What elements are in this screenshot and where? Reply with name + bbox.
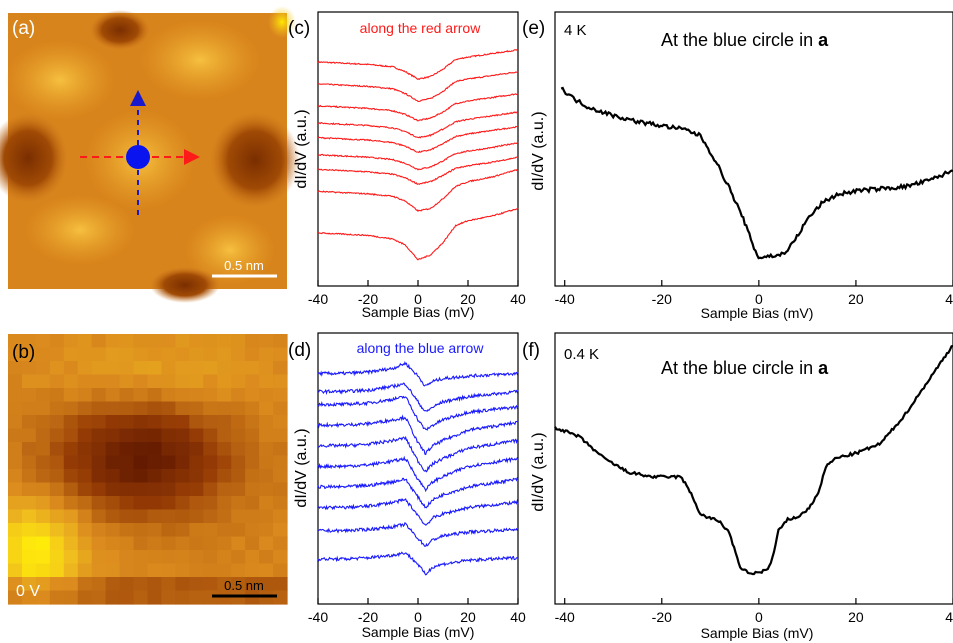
panel-f: (f) 0.4 K At the blue circle in a -40 -20… <box>522 332 953 641</box>
panel-e-temperature: 4 K <box>564 22 587 39</box>
panel-f-x-tick-label: -40 <box>555 609 575 625</box>
panel-c-x-tick-label: 40 <box>510 291 526 307</box>
panel-c-annotation: along the red arrow <box>360 20 482 36</box>
panel-d-series-line <box>317 522 519 548</box>
panel-c-series-line <box>317 71 519 102</box>
panel-c-series-line <box>317 111 519 139</box>
panel-c-series-line <box>317 48 519 81</box>
panel-f-ylabel: dI/dV (a.u.) <box>530 432 547 511</box>
panel-c-x-tick-label: 20 <box>460 291 476 307</box>
panel-e-title: At the blue circle in a <box>661 30 829 50</box>
panel-d-x-tick-label: 40 <box>510 609 526 625</box>
panel-d: (d) along the blue arrow -40 -20 0 20 40 Sam… <box>288 332 526 640</box>
panel-f-x-tick-label: 40 <box>945 609 953 625</box>
panel-e-x-tick-label: -40 <box>555 291 575 307</box>
panel-d-annotation: along the blue arrow <box>357 340 485 356</box>
panel-d-x-tick-label: -40 <box>308 609 328 625</box>
panel-c-ticks: -40 -20 0 20 40 <box>308 280 526 307</box>
panel-e-x-tick-label: 0 <box>755 291 763 307</box>
panel-f-xlabel: Sample Bias (mV) <box>701 625 814 641</box>
panel-b-label: (b) <box>12 342 35 363</box>
panel-d-series-line <box>317 414 519 456</box>
panel-e-x-tick-label: 20 <box>848 291 864 307</box>
panel-b-bias: 0 V <box>16 583 40 600</box>
panel-d-ylabel: dI/dV (a.u.) <box>293 428 310 507</box>
blue-circle <box>126 145 150 169</box>
panel-b-scalebar-label: 0.5 nm <box>224 578 264 593</box>
panel-c-x-tick-label: 0 <box>414 291 422 307</box>
panel-d-series-line <box>317 455 519 493</box>
panel-c-ylabel: dI/dV (a.u.) <box>293 109 310 188</box>
panel-e-xlabel: Sample Bias (mV) <box>701 305 814 321</box>
panel-a-scalebar-label: 0.5 nm <box>224 258 264 273</box>
panel-d-series-line <box>317 382 519 412</box>
panel-c-x-tick-label: -20 <box>358 291 378 307</box>
panel-f-ticks: -40 -20 0 20 40 <box>555 598 953 625</box>
panel-e-series-line <box>560 86 953 260</box>
panel-d-x-tick-label: 20 <box>460 609 476 625</box>
panel-f-frame <box>554 332 953 605</box>
panel-d-series-line <box>317 498 519 526</box>
panel-d-lines <box>317 361 519 576</box>
panel-d-series-line <box>317 476 519 509</box>
panel-f-x-tick-label: 0 <box>755 609 763 625</box>
panel-c-frame <box>317 11 519 287</box>
panel-b-map: (b) 0 V 0.5 nm <box>8 334 288 605</box>
panel-a-label: (a) <box>12 18 35 39</box>
panel-c-label: (c) <box>288 18 310 39</box>
panel-e: (e) 4 K At the blue circle in a -40 -20 0 2… <box>522 11 953 321</box>
panel-d-label: (d) <box>288 340 311 361</box>
panel-d-x-tick-label: -20 <box>358 609 378 625</box>
panel-f-title: At the blue circle in a <box>661 358 829 378</box>
panel-d-series-line <box>317 395 519 431</box>
panel-c-series-line <box>318 156 519 185</box>
panel-f-x-tick-label: -20 <box>652 609 672 625</box>
panel-e-frame <box>554 11 953 287</box>
panel-c-series-line <box>317 207 519 261</box>
panel-c-series-line <box>317 93 519 122</box>
panel-d-ticks: -40 -20 0 20 40 <box>308 598 526 625</box>
panel-a-topograph: (a) 0.5 nm <box>0 6 300 303</box>
panel-f-series-line <box>554 344 953 576</box>
panel-d-xlabel: Sample Bias (mV) <box>362 624 475 640</box>
panel-e-ticks: -40 -20 0 20 40 <box>555 280 953 307</box>
panel-f-temperature: 0.4 K <box>564 346 599 363</box>
panel-d-series-line <box>317 435 519 473</box>
panel-f-label: (f) <box>522 340 540 361</box>
panel-e-label: (e) <box>522 18 545 39</box>
panel-d-series-line <box>317 361 519 387</box>
panel-c-series-line <box>317 168 519 213</box>
panel-c-xlabel: Sample Bias (mV) <box>362 304 475 320</box>
panel-e-x-tick-label: -20 <box>652 291 672 307</box>
panel-c-series-line <box>317 125 519 154</box>
panel-b-pixels <box>8 334 288 605</box>
panel-d-frame <box>317 332 519 605</box>
panel-d-series-line <box>317 551 519 576</box>
panel-c-series-line <box>317 141 519 171</box>
panel-e-ylabel: dI/dV (a.u.) <box>530 111 547 190</box>
panel-c: (c) along the red arrow -40 -20 0 20 40 Samp… <box>288 11 526 320</box>
panel-c-lines <box>317 48 519 261</box>
panel-f-x-tick-label: 20 <box>848 609 864 625</box>
panel-e-x-tick-label: 40 <box>945 291 953 307</box>
panel-c-x-tick-label: -40 <box>308 291 328 307</box>
panel-d-x-tick-label: 0 <box>414 609 422 625</box>
